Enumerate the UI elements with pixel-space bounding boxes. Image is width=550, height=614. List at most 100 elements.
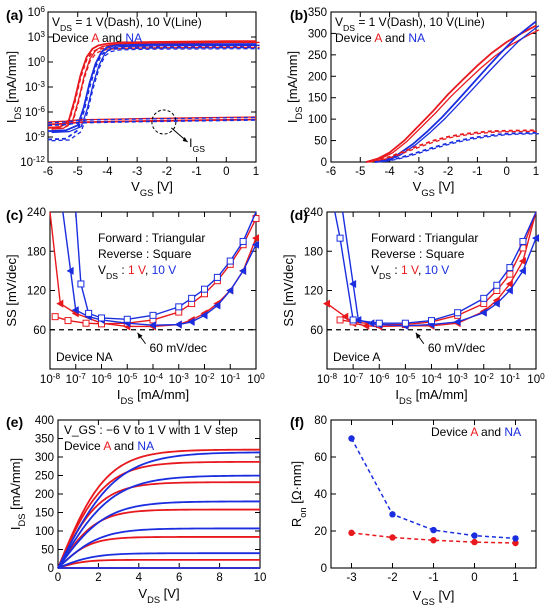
x-tick-label: -6: [43, 166, 53, 178]
x-axis-label: IDS [mA/mm]: [117, 387, 189, 406]
series-line: [350, 438, 516, 540]
data-point: [389, 534, 396, 541]
annotation-vds: VDS = 1 V(Dash), 10 V(Line): [52, 15, 202, 33]
marker-triangle: [187, 317, 195, 326]
arrow-head: [415, 332, 421, 339]
x-tick-label: 0: [471, 572, 477, 584]
series-line: [57, 451, 261, 569]
x-tick-label: 10-1: [500, 372, 521, 387]
marker-triangle: [518, 257, 526, 266]
y-tick-label: 200: [308, 71, 327, 83]
series-line: [374, 131, 537, 163]
y-tick-label: 10-9: [25, 130, 46, 145]
y-tick-label: 100: [308, 114, 327, 126]
x-tick-label: 10: [254, 572, 267, 584]
marker-square: [480, 294, 488, 302]
x-tick-label: -2: [387, 572, 397, 584]
reference-label: 60 mV/dec: [428, 341, 485, 355]
x-tick-label: 10-8: [317, 372, 338, 387]
panel-label: (e): [6, 414, 23, 430]
y-tick-label: 120: [304, 286, 323, 298]
marker-triangle: [252, 240, 259, 249]
marker-triangle: [479, 308, 487, 317]
x-tick-label: 10-1: [220, 372, 241, 387]
x-tick-label: 0: [223, 166, 229, 178]
x-axis-label: VGS [V]: [413, 588, 455, 607]
annotation-device: Device A and NA: [335, 31, 425, 45]
y-tick-label: 300: [35, 452, 54, 464]
marker-triangle: [252, 234, 259, 243]
marker-square: [82, 319, 90, 327]
y-tick-label: 180: [27, 246, 46, 258]
series-line: [47, 45, 256, 129]
x-axis-label: VGS [V]: [413, 179, 455, 198]
y-axis-label: SS [mV/dec]: [281, 254, 296, 326]
x-tick-label: 10-2: [474, 372, 495, 387]
x-tick-label: 4: [136, 572, 143, 584]
marker-square: [336, 234, 344, 242]
y-axis-label: SS [mV/dec]: [4, 254, 19, 326]
series-line-hysteresis: [368, 29, 540, 163]
x-tick-label: -5: [73, 166, 83, 178]
marker-triangle: [56, 299, 64, 308]
y-tick-label: 60: [314, 452, 327, 464]
x-tick-label: 10-5: [395, 372, 416, 387]
y-tick-label: 240: [27, 207, 46, 219]
data-point: [430, 537, 437, 544]
y-tick-label: 120: [27, 286, 46, 298]
marker-triangle: [226, 286, 234, 295]
marker-square: [239, 237, 247, 245]
plot-frame: [330, 11, 537, 163]
y-tick-label: 200: [35, 489, 54, 501]
marker-triangle: [174, 320, 182, 329]
x-tick-label: -3: [346, 572, 356, 584]
series-line: [57, 460, 261, 569]
series-line-hysteresis: [377, 25, 540, 163]
series-line: [57, 536, 261, 569]
marker-triangle: [341, 312, 349, 321]
x-axis-label: VDS [V]: [138, 586, 179, 605]
data-point: [430, 526, 437, 534]
y-tick-label: 350: [308, 7, 327, 19]
marker-square: [77, 280, 85, 288]
x-tick-label: 6: [176, 572, 182, 584]
x-tick-label: 1: [253, 166, 259, 178]
marker-square: [188, 294, 196, 302]
y-tick-label: 250: [35, 471, 54, 483]
x-tick-label: 10-8: [40, 372, 61, 387]
y-tick-label: 106: [28, 5, 46, 20]
marker-triangle: [323, 299, 330, 308]
marker-square: [98, 314, 105, 322]
x-tick-label: 100: [527, 372, 545, 387]
x-tick-label: -2: [443, 166, 453, 178]
x-tick-label: 10-6: [91, 372, 112, 387]
series-line: [365, 24, 537, 163]
series-line: [57, 500, 261, 569]
marker-square: [506, 270, 514, 278]
y-tick-label: 240: [304, 207, 323, 219]
marker-triangle: [71, 306, 79, 315]
y-tick-label: 150: [35, 508, 54, 520]
x-tick-label: -2: [162, 166, 172, 178]
x-tick-label: 100: [247, 372, 265, 387]
annotation-forward: Forward : Triangular: [98, 231, 205, 245]
y-tick-label: 20: [314, 526, 327, 538]
marker-square: [175, 303, 183, 311]
series-line-hysteresis: [47, 116, 257, 124]
annotation-device: Device A: [333, 350, 380, 364]
x-tick-label: -6: [326, 166, 336, 178]
marker-square: [85, 309, 93, 317]
series-line-hysteresis: [51, 48, 260, 142]
series-line: [57, 448, 261, 569]
annotation-reverse: Reverse : Square: [98, 247, 192, 261]
y-axis-label: Ron [Ω·mm]: [289, 461, 308, 527]
series-line-hysteresis: [51, 46, 260, 130]
x-tick-label: -3: [414, 166, 424, 178]
x-tick-label: -5: [355, 166, 365, 178]
annotation-device: Device NA: [56, 350, 113, 364]
y-tick-label: 10-12: [20, 155, 45, 170]
y-tick-label: 0: [321, 157, 327, 169]
series-line-hysteresis: [368, 130, 539, 163]
y-tick-label: 300: [308, 28, 327, 40]
series-line: [47, 46, 257, 141]
